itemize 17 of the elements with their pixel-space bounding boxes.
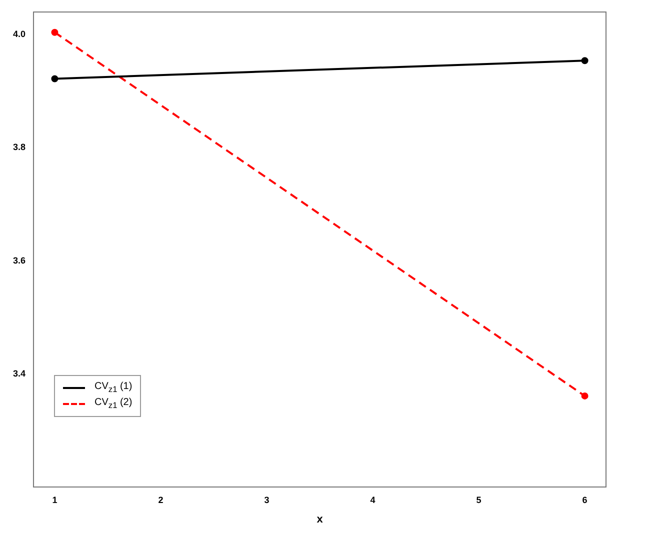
point bbox=[581, 57, 588, 64]
y-tick-label: 4.0 bbox=[12, 29, 26, 40]
x-tick-label: 3 bbox=[264, 494, 270, 505]
y-tick-label: 3.6 bbox=[12, 255, 26, 266]
x-tick-label: 1 bbox=[52, 494, 58, 505]
y-tick-label: 3.4 bbox=[12, 368, 26, 378]
legend-label: CV$_{z1}$ (2) bbox=[94, 396, 132, 412]
x-tick-label: 5 bbox=[476, 494, 482, 505]
x-tick-label: 4 bbox=[370, 494, 376, 505]
point bbox=[581, 392, 588, 400]
x-tick-label: 6 bbox=[582, 494, 588, 505]
point bbox=[51, 28, 58, 36]
x-tick-label: 2 bbox=[158, 494, 164, 505]
y-tick-label: 3.8 bbox=[12, 142, 26, 152]
x-axis-title: x bbox=[316, 513, 324, 526]
legend-label: CV$_{z1}$ (1) bbox=[94, 380, 132, 396]
point bbox=[51, 75, 58, 82]
